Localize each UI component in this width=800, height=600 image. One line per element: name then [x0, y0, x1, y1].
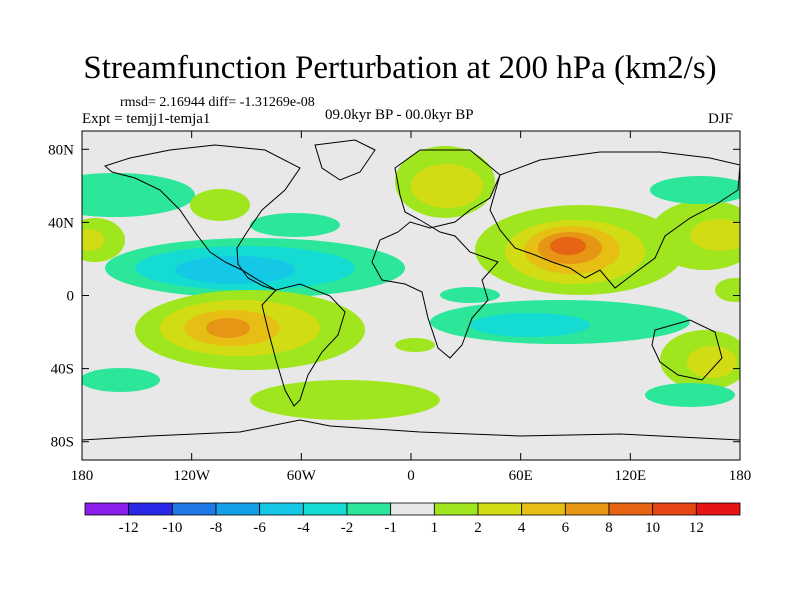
coast-europe-africa: [371, 149, 501, 359]
coast-asia: [489, 151, 740, 289]
colorbar-label: -8: [210, 520, 223, 536]
colorbar-label: -6: [253, 520, 266, 536]
contour-southern-ocean: [250, 380, 440, 420]
x-tick-label: 60E: [509, 468, 533, 484]
x-axis: 180 120W 60W 0 60E 120E 180: [71, 131, 752, 484]
y-tick-label: 40S: [51, 362, 74, 378]
colorbar-swatch: [564, 502, 610, 516]
x-tick-label: 60W: [287, 468, 317, 484]
contour-europe-inner: [411, 164, 483, 208]
colorbar-label: -2: [341, 520, 354, 536]
coastlines: [82, 139, 740, 441]
contour-fills: [82, 146, 740, 420]
stats-text: rmsd= 2.16944 diff= -1.31269e-08: [120, 95, 315, 110]
contour-s-atlantic-positive: [395, 338, 435, 352]
contour-n-america-positive: [190, 189, 250, 221]
colorbar-swatch: [215, 502, 261, 516]
x-tick-label: 120W: [173, 468, 211, 484]
contour-sio-level-neg2: [470, 313, 590, 337]
contour-n-atlantic-negative: [250, 213, 340, 237]
contour-n-pacific-northeast: [650, 176, 740, 204]
contour-n-pacific-east-inner: [690, 219, 740, 251]
contour-asia-level-10: [550, 237, 586, 255]
contour-west-pacific-positive: [715, 278, 740, 302]
y-tick-label: 80S: [51, 435, 74, 451]
colorbar-label: -10: [162, 520, 182, 536]
coast-greenland: [314, 139, 376, 181]
colorbar-swatch: [302, 502, 348, 516]
colorbar-label: 6: [562, 520, 570, 536]
coast-south-america: [261, 283, 346, 407]
y-tick-label: 80N: [48, 142, 74, 158]
period-label: 09.0kyr BP - 00.0kyr BP: [325, 107, 474, 123]
coast-antarctica: [82, 419, 740, 441]
colorbar-swatch: [171, 502, 217, 516]
x-tick-label: 0: [407, 468, 415, 484]
coast-australia: [651, 319, 723, 381]
contour-tropics-level-neg4: [175, 256, 295, 284]
contour-tasman-negative: [645, 383, 735, 407]
colorbar-label: 12: [689, 520, 704, 536]
colorbar-swatch: [433, 502, 479, 516]
colorbar-label: -12: [119, 520, 139, 536]
colorbar-swatch: [477, 502, 523, 516]
plot-title: Streamfunction Perturbation at 200 hPa (…: [83, 50, 717, 86]
colorbar-swatch: [128, 502, 173, 516]
season-label: DJF: [708, 111, 734, 127]
colorbar-swatch: [84, 502, 130, 516]
contour-sw-indian-negative: [440, 287, 500, 303]
colorbar-label: 10: [645, 520, 660, 536]
colorbar-swatch: [608, 502, 654, 516]
colorbar-label: -4: [297, 520, 310, 536]
y-tick-label: 0: [67, 289, 75, 305]
contour-se-pacific-negative: [82, 368, 160, 392]
colorbar-label: 1: [431, 520, 439, 536]
x-tick-label: 180: [71, 468, 94, 484]
coast-north-america: [103, 144, 301, 291]
map-panel: [82, 131, 740, 460]
colorbar-label: -1: [384, 520, 397, 536]
contour-n-pacific-west: [82, 173, 195, 217]
colorbar-swatch: [695, 502, 741, 516]
colorbar: -12 -10 -8 -6 -4 -2 -1 1 2 4 6 8 10 12: [84, 502, 741, 536]
colorbar-swatch: [652, 502, 697, 516]
colorbar-swatch: [521, 502, 566, 516]
colorbar-label: 2: [474, 520, 482, 536]
colorbar-swatch: [346, 502, 392, 516]
x-tick-label: 120E: [614, 468, 646, 484]
colorbar-swatch: [259, 502, 304, 516]
contour-australia-inner: [687, 346, 737, 378]
experiment-label: Expt = temjj1-temja1: [82, 111, 211, 127]
y-axis: 80N 40N 0 40S 80S: [48, 142, 740, 451]
colorbar-swatch: [390, 502, 435, 516]
contour-dateline-west-inner: [82, 229, 104, 251]
colorbar-label: 4: [518, 520, 526, 536]
colorbar-label: 8: [605, 520, 613, 536]
x-tick-label: 180: [729, 468, 752, 484]
contour-sh-level-8: [206, 318, 250, 338]
y-tick-label: 40N: [48, 215, 74, 231]
